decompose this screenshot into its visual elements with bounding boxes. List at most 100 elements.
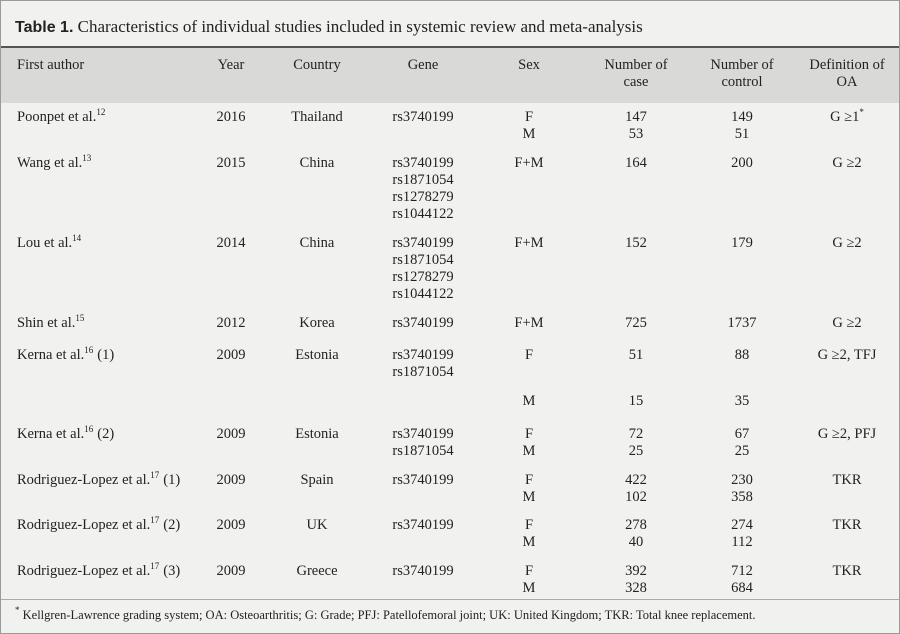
oa-definition: G ≥1* bbox=[830, 107, 864, 126]
author-ref: 16 bbox=[84, 424, 94, 434]
author-suffix: (2) bbox=[163, 517, 181, 533]
sex: M bbox=[522, 580, 536, 596]
sex: F bbox=[524, 472, 534, 488]
gene: rs3740199 bbox=[392, 235, 454, 251]
gene: rs3740199 bbox=[392, 155, 454, 171]
author-suffix: (1) bbox=[163, 472, 181, 488]
oa-definition: TKR bbox=[833, 517, 862, 534]
author-ref: 14 bbox=[72, 233, 82, 243]
definition-text: TKR bbox=[832, 517, 862, 533]
first-author: Rodriguez-Lopez et al.17 (2) bbox=[17, 516, 181, 534]
gene: rs3740199 bbox=[392, 315, 454, 331]
oa-definition: G ≥2 bbox=[832, 155, 861, 172]
first-author: Rodriguez-Lopez et al.17 (1) bbox=[17, 470, 181, 489]
case-count: 278 bbox=[625, 517, 647, 533]
sex: F bbox=[524, 347, 534, 363]
table-title: Table 1. Characteristics of individual s… bbox=[15, 17, 643, 37]
gene: rs3740199 bbox=[392, 426, 454, 442]
gene: rs3740199 bbox=[392, 347, 454, 363]
author-name: Kerna et al. bbox=[17, 347, 85, 363]
oa-definition: TKR bbox=[833, 472, 862, 489]
case-count: 328 bbox=[625, 580, 647, 596]
author-ref: 12 bbox=[96, 107, 106, 117]
oa-definition: G ≥2 bbox=[832, 315, 861, 332]
oa-definition: TKR bbox=[833, 563, 862, 580]
gene: rs3740199 bbox=[392, 517, 454, 533]
sex: M bbox=[522, 489, 536, 505]
sex: F+M bbox=[514, 155, 544, 171]
first-author: Lou et al.14 bbox=[17, 233, 82, 252]
column-header: Sex bbox=[518, 57, 540, 73]
definition-mark: * bbox=[859, 107, 864, 117]
definition-text: G ≥2 bbox=[832, 155, 862, 171]
author-name: Shin et al. bbox=[17, 315, 76, 331]
gene: rs3740199 bbox=[392, 109, 454, 125]
year: 2009 bbox=[216, 347, 246, 363]
control-count: 25 bbox=[734, 443, 750, 459]
case-count: 72 bbox=[628, 426, 644, 442]
country: China bbox=[299, 235, 335, 251]
oa-definition: G ≥2, TFJ bbox=[818, 347, 877, 364]
sex: F bbox=[524, 517, 534, 533]
column-header: Year bbox=[217, 57, 245, 73]
header-band bbox=[1, 46, 899, 103]
first-author: Wang et al.13 bbox=[17, 154, 91, 172]
author-ref: 15 bbox=[75, 313, 85, 323]
control-count: 112 bbox=[731, 534, 753, 550]
author-ref: 17 bbox=[150, 470, 160, 480]
gene: rs1278279 bbox=[392, 269, 454, 285]
column-header: Definition of OA bbox=[809, 57, 885, 90]
definition-text: G ≥2 bbox=[832, 235, 862, 251]
title-text: Characteristics of individual studies in… bbox=[77, 17, 643, 36]
author-name: Wang et al. bbox=[17, 155, 83, 171]
footer-rule bbox=[1, 599, 899, 600]
gene: rs1871054 bbox=[392, 172, 454, 188]
author-name: Rodriguez-Lopez et al. bbox=[17, 472, 151, 488]
country: Korea bbox=[299, 315, 335, 331]
oa-definition: G ≥2 bbox=[832, 235, 861, 252]
footnote-text: Kellgren-Lawrence grading system; OA: Os… bbox=[22, 608, 756, 622]
column-header: Gene bbox=[407, 57, 439, 73]
year: 2015 bbox=[216, 155, 246, 171]
author-name: Rodriguez-Lopez et al. bbox=[17, 563, 151, 579]
year: 2014 bbox=[216, 235, 246, 251]
sex: M bbox=[522, 126, 536, 142]
sex: M bbox=[522, 534, 536, 550]
sex: F bbox=[524, 426, 534, 442]
footnote: * Kellgren-Lawrence grading system; OA: … bbox=[15, 605, 756, 623]
first-author: Kerna et al.16 (2) bbox=[17, 424, 115, 443]
country: UK bbox=[306, 517, 328, 533]
gene: rs1871054 bbox=[392, 252, 454, 268]
case-count: 102 bbox=[625, 489, 647, 505]
oa-definition: G ≥2, PFJ bbox=[818, 426, 876, 443]
sex: F+M bbox=[514, 235, 544, 251]
control-count: 358 bbox=[731, 489, 753, 505]
title-label: Table 1. bbox=[15, 19, 74, 36]
definition-text: TKR bbox=[832, 472, 862, 488]
control-count: 67 bbox=[734, 426, 750, 442]
author-name: Poonpet et al. bbox=[17, 109, 97, 125]
control-count: 149 bbox=[731, 109, 753, 125]
footnote-mark: * bbox=[15, 605, 20, 615]
gene: rs1044122 bbox=[392, 286, 454, 302]
year: 2009 bbox=[216, 563, 246, 579]
control-count: 35 bbox=[734, 393, 750, 409]
year: 2012 bbox=[216, 315, 246, 331]
first-author: Shin et al.15 bbox=[17, 313, 85, 332]
control-count: 200 bbox=[731, 155, 753, 171]
definition-text: G ≥2, TFJ bbox=[817, 347, 877, 363]
first-author: Poonpet et al.12 bbox=[17, 107, 106, 126]
column-header: First author bbox=[17, 57, 85, 73]
case-count: 422 bbox=[625, 472, 647, 488]
gene: rs1044122 bbox=[392, 206, 454, 222]
country: Greece bbox=[296, 563, 338, 579]
case-count: 147 bbox=[625, 109, 647, 125]
column-header: Country bbox=[293, 57, 341, 73]
author-suffix: (1) bbox=[97, 347, 115, 363]
sex: F bbox=[524, 563, 534, 579]
definition-text: G ≥2, PFJ bbox=[817, 426, 877, 442]
case-count: 15 bbox=[628, 393, 644, 409]
definition-text: G ≥1 bbox=[830, 109, 860, 125]
author-suffix: (2) bbox=[97, 426, 115, 442]
sex: M bbox=[522, 443, 536, 459]
